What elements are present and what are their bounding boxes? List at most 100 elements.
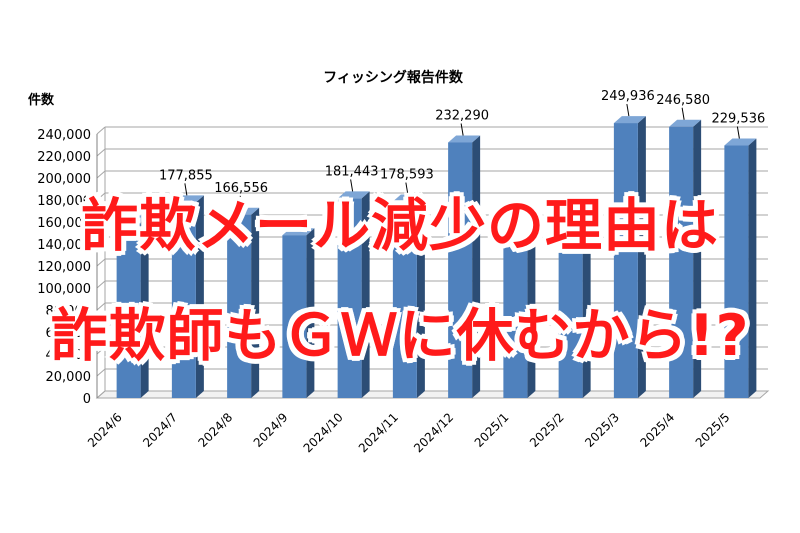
data-label-leader	[736, 126, 740, 139]
bar	[171, 195, 204, 398]
gridline-depth	[96, 148, 106, 157]
data-label-leader	[184, 183, 188, 196]
data-label: 177,855	[159, 168, 213, 183]
x-tick-label: 2024/6	[85, 410, 125, 450]
x-tick-label: 2024/12	[411, 410, 456, 455]
data-label: 166,556	[214, 181, 268, 196]
y-tick-label: 180,000	[37, 194, 91, 209]
bar	[116, 215, 149, 398]
bar-front	[503, 244, 528, 398]
y-tick-label: 40,000	[46, 348, 92, 363]
bar-side	[140, 215, 149, 398]
x-tick-label: 2025/2	[527, 410, 567, 450]
data-label: 229,536	[711, 112, 765, 127]
gridline-depth	[96, 126, 106, 135]
data-label: 181,443	[325, 164, 379, 179]
x-tick-label: 2024/11	[356, 410, 401, 455]
bar-side	[527, 237, 536, 398]
y-tick-label: 240,000	[37, 128, 91, 143]
bar	[392, 194, 425, 398]
bar	[669, 119, 702, 399]
headline-text-2: 詐欺師もＧＷに休むから!?	[50, 303, 750, 369]
data-label-leader	[350, 179, 354, 192]
bar-front	[337, 198, 362, 398]
gridline-depth	[96, 236, 106, 245]
x-tick-label: 2024/9	[251, 410, 291, 450]
bar-front	[282, 235, 307, 398]
bar	[448, 135, 481, 398]
bar-top	[337, 191, 370, 199]
bar-top	[171, 195, 204, 203]
gridline-depth	[96, 324, 106, 333]
y-tick-label: 80,000	[46, 304, 92, 319]
headline-line-2: 詐欺師もＧＷに休むから!?	[0, 290, 800, 372]
bar-top	[116, 215, 149, 222]
bar-side	[748, 138, 757, 398]
y-tick-label: 120,000	[37, 260, 91, 275]
bar-side	[693, 119, 702, 399]
y-tick-label: 100,000	[37, 282, 91, 297]
gridline-depth	[96, 280, 106, 289]
bar-front	[558, 216, 583, 398]
x-tick-label: 2024/8	[195, 410, 235, 450]
x-tick-label: 2024/7	[140, 410, 180, 450]
bar-front	[116, 222, 141, 398]
headline-text-1: 詐欺メール減少の理由は	[81, 193, 719, 259]
bar-side	[251, 207, 260, 398]
bar-top	[503, 237, 536, 244]
bar	[503, 237, 536, 398]
bar-side	[637, 116, 646, 398]
bar-side	[582, 209, 591, 398]
y-tick-label: 220,000	[37, 150, 91, 165]
bar-side	[416, 194, 425, 398]
gridline-depth	[96, 192, 106, 201]
bar-top	[669, 119, 702, 127]
y-tick-label: 200,000	[37, 172, 91, 187]
gridline-depth	[96, 390, 106, 399]
bar-front	[171, 202, 196, 398]
chart-title: フィッシング報告件数	[323, 69, 464, 86]
bar	[558, 209, 591, 398]
bar-top	[448, 135, 481, 143]
y-tick-label: 160,000	[37, 216, 91, 231]
bar-front	[669, 126, 694, 399]
bar	[227, 207, 260, 398]
bar-front	[724, 145, 749, 398]
bar-front	[227, 214, 252, 398]
x-tick-label: 2025/4	[637, 410, 677, 450]
bar-top	[558, 209, 591, 217]
data-label-leader	[405, 182, 409, 195]
bar-top	[613, 116, 646, 124]
x-tick-label: 2025/3	[582, 410, 622, 450]
bar-side	[306, 228, 315, 398]
gridline-depth	[96, 214, 106, 223]
x-tick-label: 2025/5	[693, 410, 733, 450]
bar	[724, 138, 757, 398]
gridline-depth	[96, 302, 106, 311]
bar-top	[282, 228, 315, 236]
bar-side	[472, 135, 481, 398]
x-tick-label: 2024/10	[301, 410, 346, 455]
data-label-leader	[460, 123, 464, 136]
bar	[282, 228, 315, 398]
gridlines	[95, 126, 770, 399]
bar	[613, 116, 646, 398]
x-tick-label: 2025/1	[472, 410, 512, 450]
bar-front	[613, 123, 638, 398]
gridline-depth	[96, 346, 106, 355]
y-axis-title: 件数	[28, 92, 55, 108]
y-tick-label: 140,000	[37, 238, 91, 253]
y-tick-label: 60,000	[46, 326, 92, 341]
y-tick-label: 0	[83, 392, 91, 407]
bar	[337, 191, 370, 398]
bar-front	[392, 201, 417, 398]
gridline-depth	[96, 170, 106, 179]
bar-top	[724, 138, 757, 146]
gridline-depth	[96, 258, 106, 267]
y-tick-label: 20,000	[46, 370, 92, 385]
bars	[116, 116, 757, 399]
data-label: 178,593	[380, 168, 434, 183]
bar-top	[227, 207, 260, 215]
